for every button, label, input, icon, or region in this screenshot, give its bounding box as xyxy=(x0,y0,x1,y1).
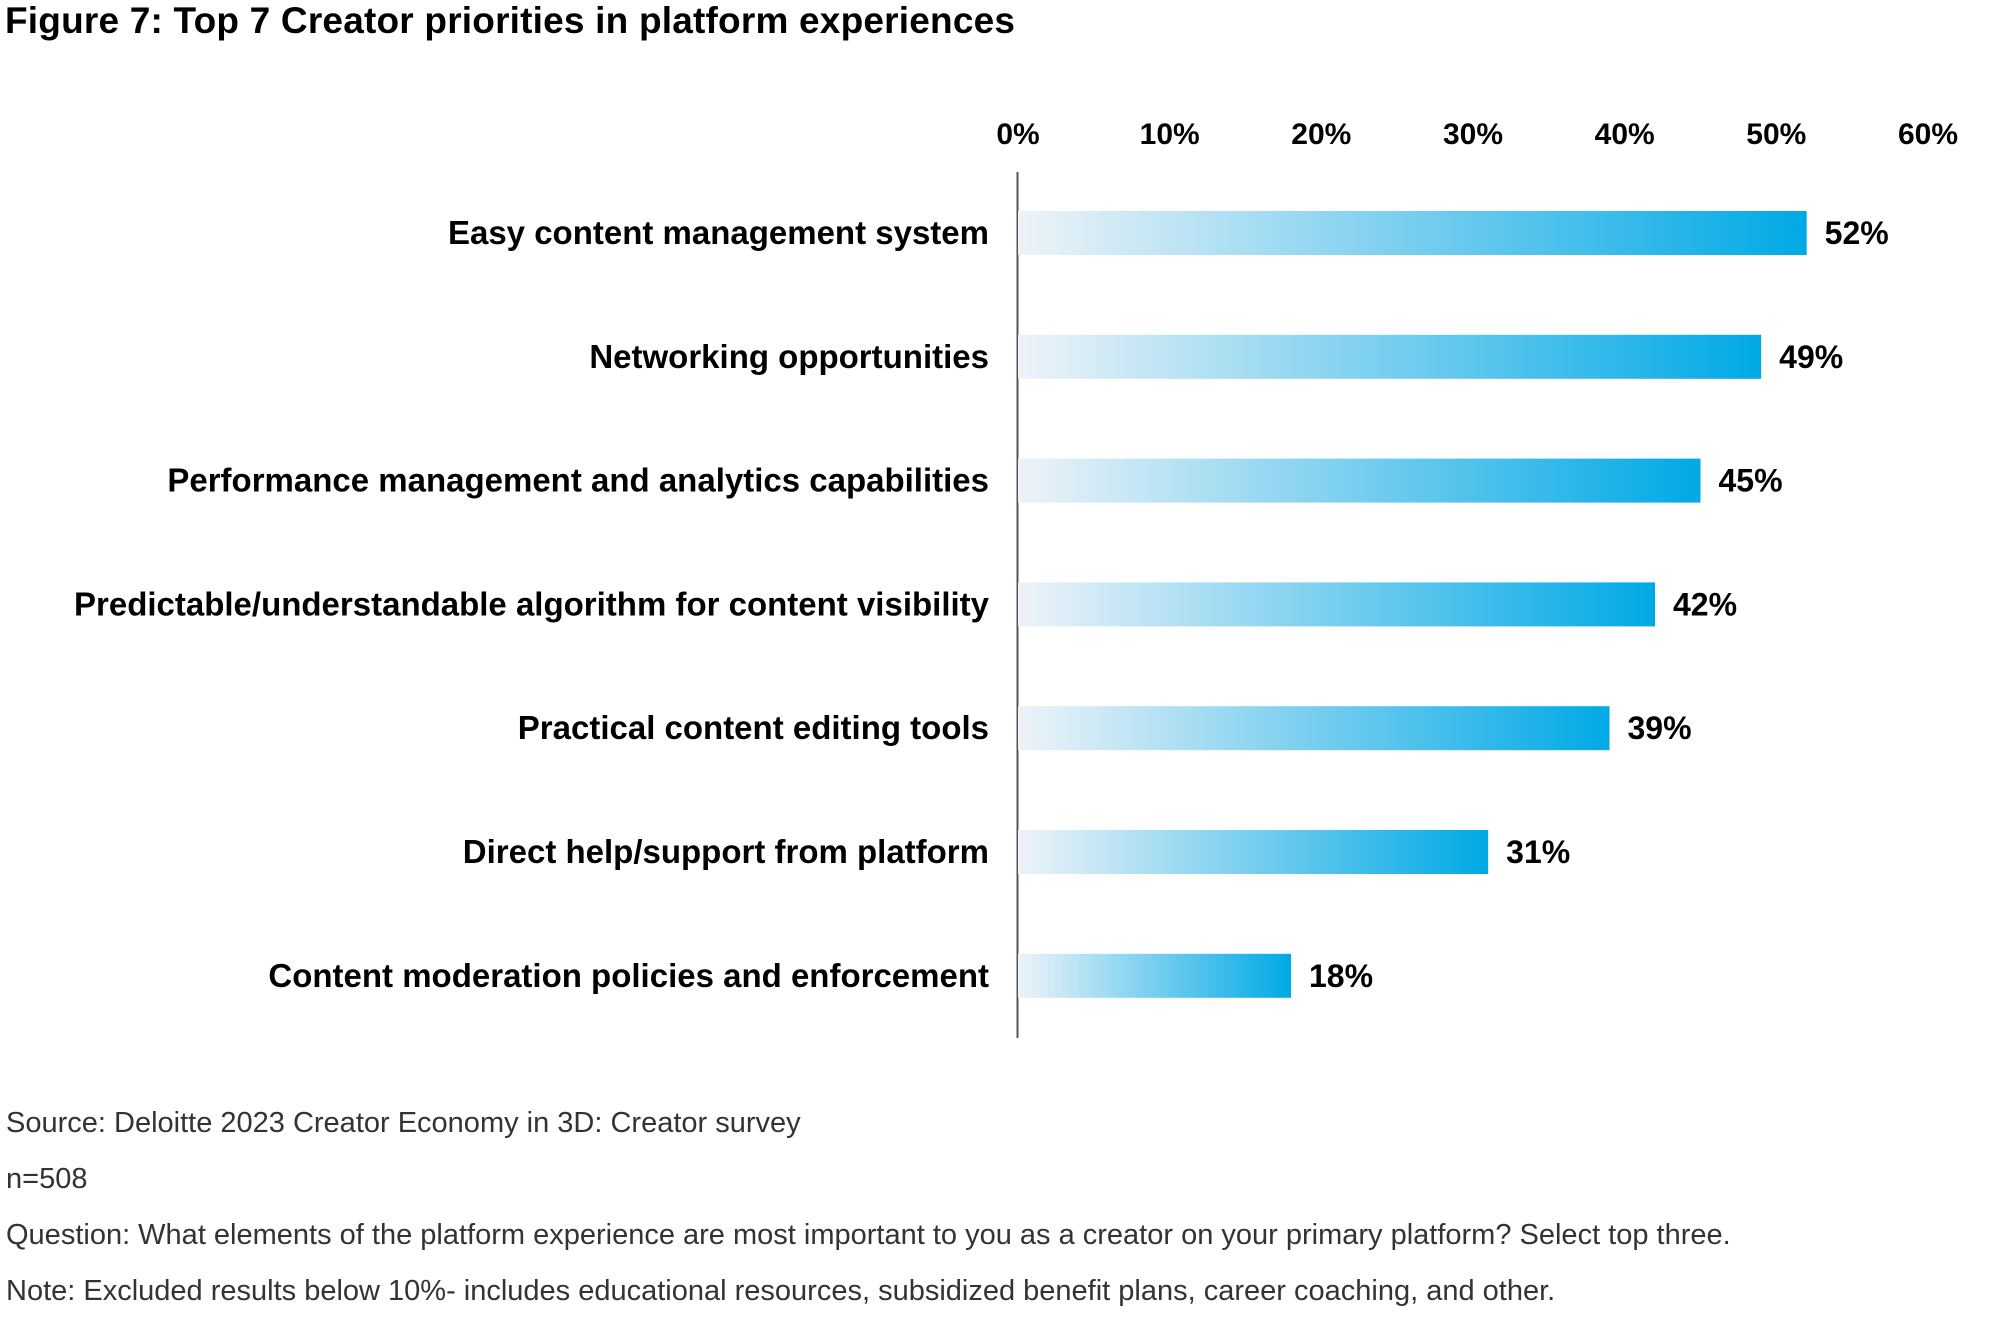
x-axis-ticks: 0% 10% 20% 30% 40% 50% 60% xyxy=(996,118,1958,151)
value-label: 49% xyxy=(1779,339,1843,375)
x-tick-label: 30% xyxy=(1443,118,1503,151)
value-label: 42% xyxy=(1673,586,1737,622)
bar xyxy=(1018,334,1762,379)
value-labels: 52% 49% 45% 42% 39% 31% 18% xyxy=(1309,215,1889,994)
category-label: Practical content editing tools xyxy=(518,709,989,746)
exclusion-note: Note: Excluded results below 10%- includ… xyxy=(6,1275,1556,1307)
bar xyxy=(1018,582,1655,627)
x-tick-label: 20% xyxy=(1291,118,1351,151)
category-label: Networking opportunities xyxy=(589,338,989,375)
bar xyxy=(1018,830,1489,874)
bars xyxy=(1018,211,1807,998)
x-tick-label: 0% xyxy=(996,118,1039,151)
category-label: Performance management and analytics cap… xyxy=(167,462,989,499)
question-note: Question: What elements of the platform … xyxy=(6,1219,1731,1251)
category-labels: Easy content management system Networking… xyxy=(74,214,990,994)
chart-title: Figure 7: Top 7 Creator priorities in pl… xyxy=(5,0,1016,41)
source-note: Source: Deloitte 2023 Creator Economy in… xyxy=(6,1107,801,1139)
category-label: Content moderation policies and enforcem… xyxy=(268,957,989,994)
chart-notes: Source: Deloitte 2023 Creator Economy in… xyxy=(6,1095,1731,1319)
sample-size-note: n=508 xyxy=(6,1163,88,1195)
bar xyxy=(1018,706,1610,751)
bar xyxy=(1018,953,1291,998)
value-label: 18% xyxy=(1309,958,1373,994)
bar-chart: 0% 10% 20% 30% 40% 50% 60% Easy content manage… xyxy=(74,118,1958,1038)
x-tick-label: 60% xyxy=(1898,118,1958,151)
category-label: Direct help/support from platform xyxy=(463,833,989,870)
x-tick-label: 50% xyxy=(1746,118,1806,151)
value-label: 31% xyxy=(1506,834,1570,870)
x-tick-label: 10% xyxy=(1140,118,1200,151)
bar xyxy=(1018,458,1701,503)
bar xyxy=(1018,211,1807,255)
category-label: Easy content management system xyxy=(448,214,989,251)
x-tick-label: 40% xyxy=(1595,118,1655,151)
category-label: Predictable/understandable algorithm for… xyxy=(74,585,990,622)
value-label: 39% xyxy=(1628,710,1692,746)
value-label: 45% xyxy=(1719,463,1783,499)
value-label: 52% xyxy=(1825,215,1889,251)
